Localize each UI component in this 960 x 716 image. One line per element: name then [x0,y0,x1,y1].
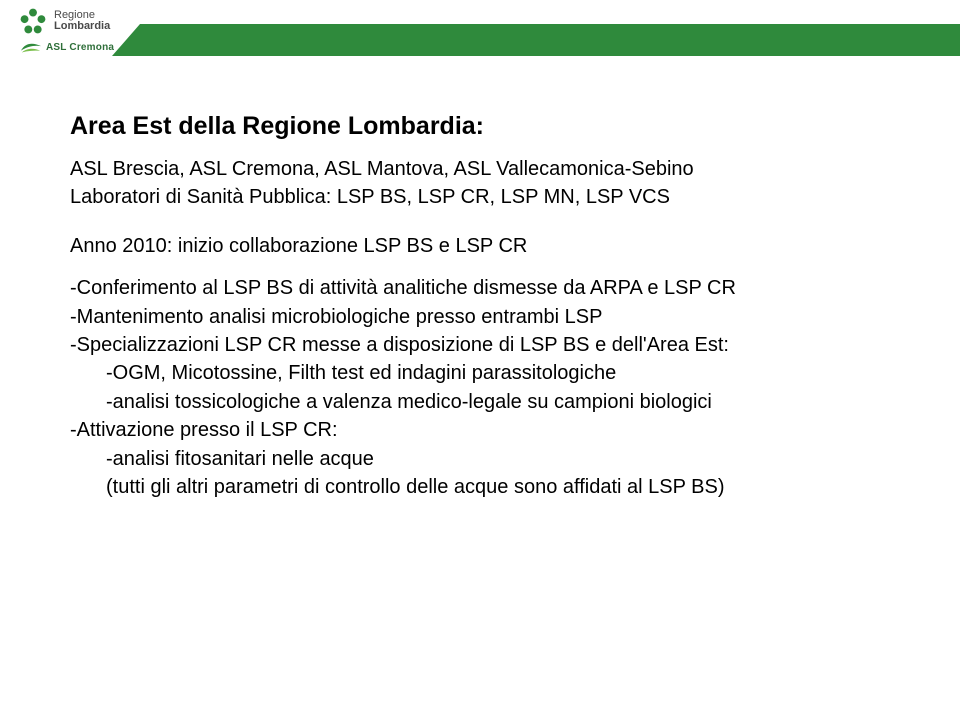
logo-line2: Lombardia [54,21,110,32]
line-asl-list: ASL Brescia, ASL Cremona, ASL Mantova, A… [70,155,920,183]
line-anno: Anno 2010: inizio collaborazione LSP BS … [70,232,920,260]
bullet-altri-parametri: (tutti gli altri parametri di controllo … [106,473,920,501]
bullet-fitosanitari: -analisi fitosanitari nelle acque [106,445,920,473]
bullet-analisi-tossicologiche: -analisi tossicologiche a valenza medico… [106,388,920,416]
slide-content: Area Est della Regione Lombardia: ASL Br… [70,112,920,501]
logo-asl: ASL Cremona [20,40,114,54]
logo-regione-lombardia: Regione Lombardia [18,6,110,36]
line-lab-list: Laboratori di Sanità Pubblica: LSP BS, L… [70,183,920,211]
lombardia-rose-icon [18,6,48,36]
slide-title: Area Est della Regione Lombardia: [70,112,920,141]
bullet-specializzazioni: -Specializzazioni LSP CR messe a disposi… [70,331,920,359]
asl-label: ASL Cremona [46,42,114,53]
bullet-mantenimento: -Mantenimento analisi microbiologiche pr… [70,303,920,331]
slide-header: Regione Lombardia ASL Cremona [0,0,960,78]
header-green-bar [140,24,960,56]
asl-swoosh-icon [20,40,42,54]
logo-text: Regione Lombardia [54,10,110,32]
bullet-ogm: -OGM, Micotossine, Filth test ed indagin… [106,359,920,387]
bullet-conferimento: -Conferimento al LSP BS di attività anal… [70,274,920,302]
slide-page: Regione Lombardia ASL Cremona Area Est d… [0,0,960,716]
bullet-attivazione: -Attivazione presso il LSP CR: [70,416,920,444]
